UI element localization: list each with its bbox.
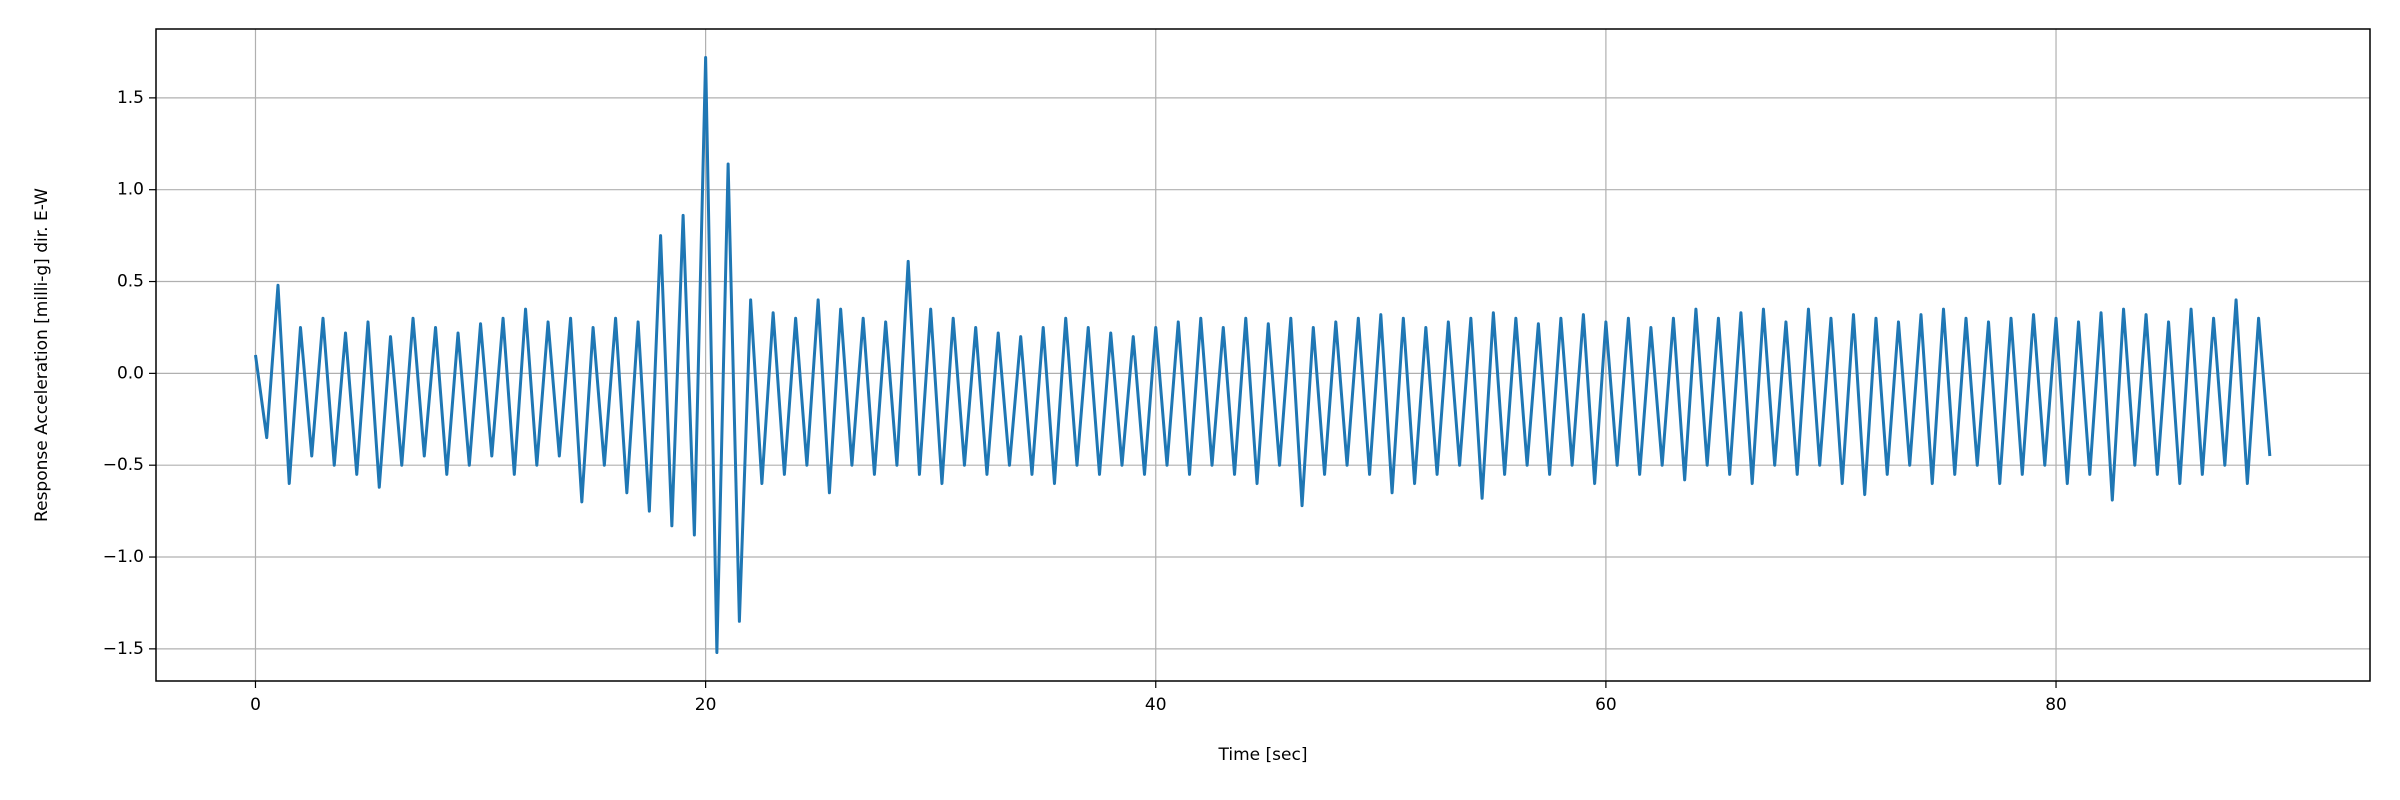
x-tick-label: 40 [1145, 695, 1167, 715]
x-tick-label: 80 [2045, 695, 2067, 715]
series-line [253, 55, 2272, 655]
y-axis-label: Response Acceleration [milli-g] dir. E-W [32, 188, 52, 522]
y-tick-label: 0.5 [117, 272, 144, 292]
plot-frame [155, 28, 2371, 682]
x-axis-label: Time [sec] [1218, 745, 1308, 765]
y-tick-label: 0.0 [117, 363, 144, 383]
y-tick-label: −1.5 [103, 639, 144, 659]
y-tick-label: −0.5 [103, 455, 144, 475]
y-tick-label: −1.0 [103, 547, 144, 567]
y-tick-label: 1.0 [117, 180, 144, 200]
x-tick-label: 0 [250, 695, 261, 715]
x-tick-label: 60 [1595, 695, 1617, 715]
x-tick-label: 20 [695, 695, 717, 715]
y-tick-label: 1.5 [117, 88, 144, 108]
